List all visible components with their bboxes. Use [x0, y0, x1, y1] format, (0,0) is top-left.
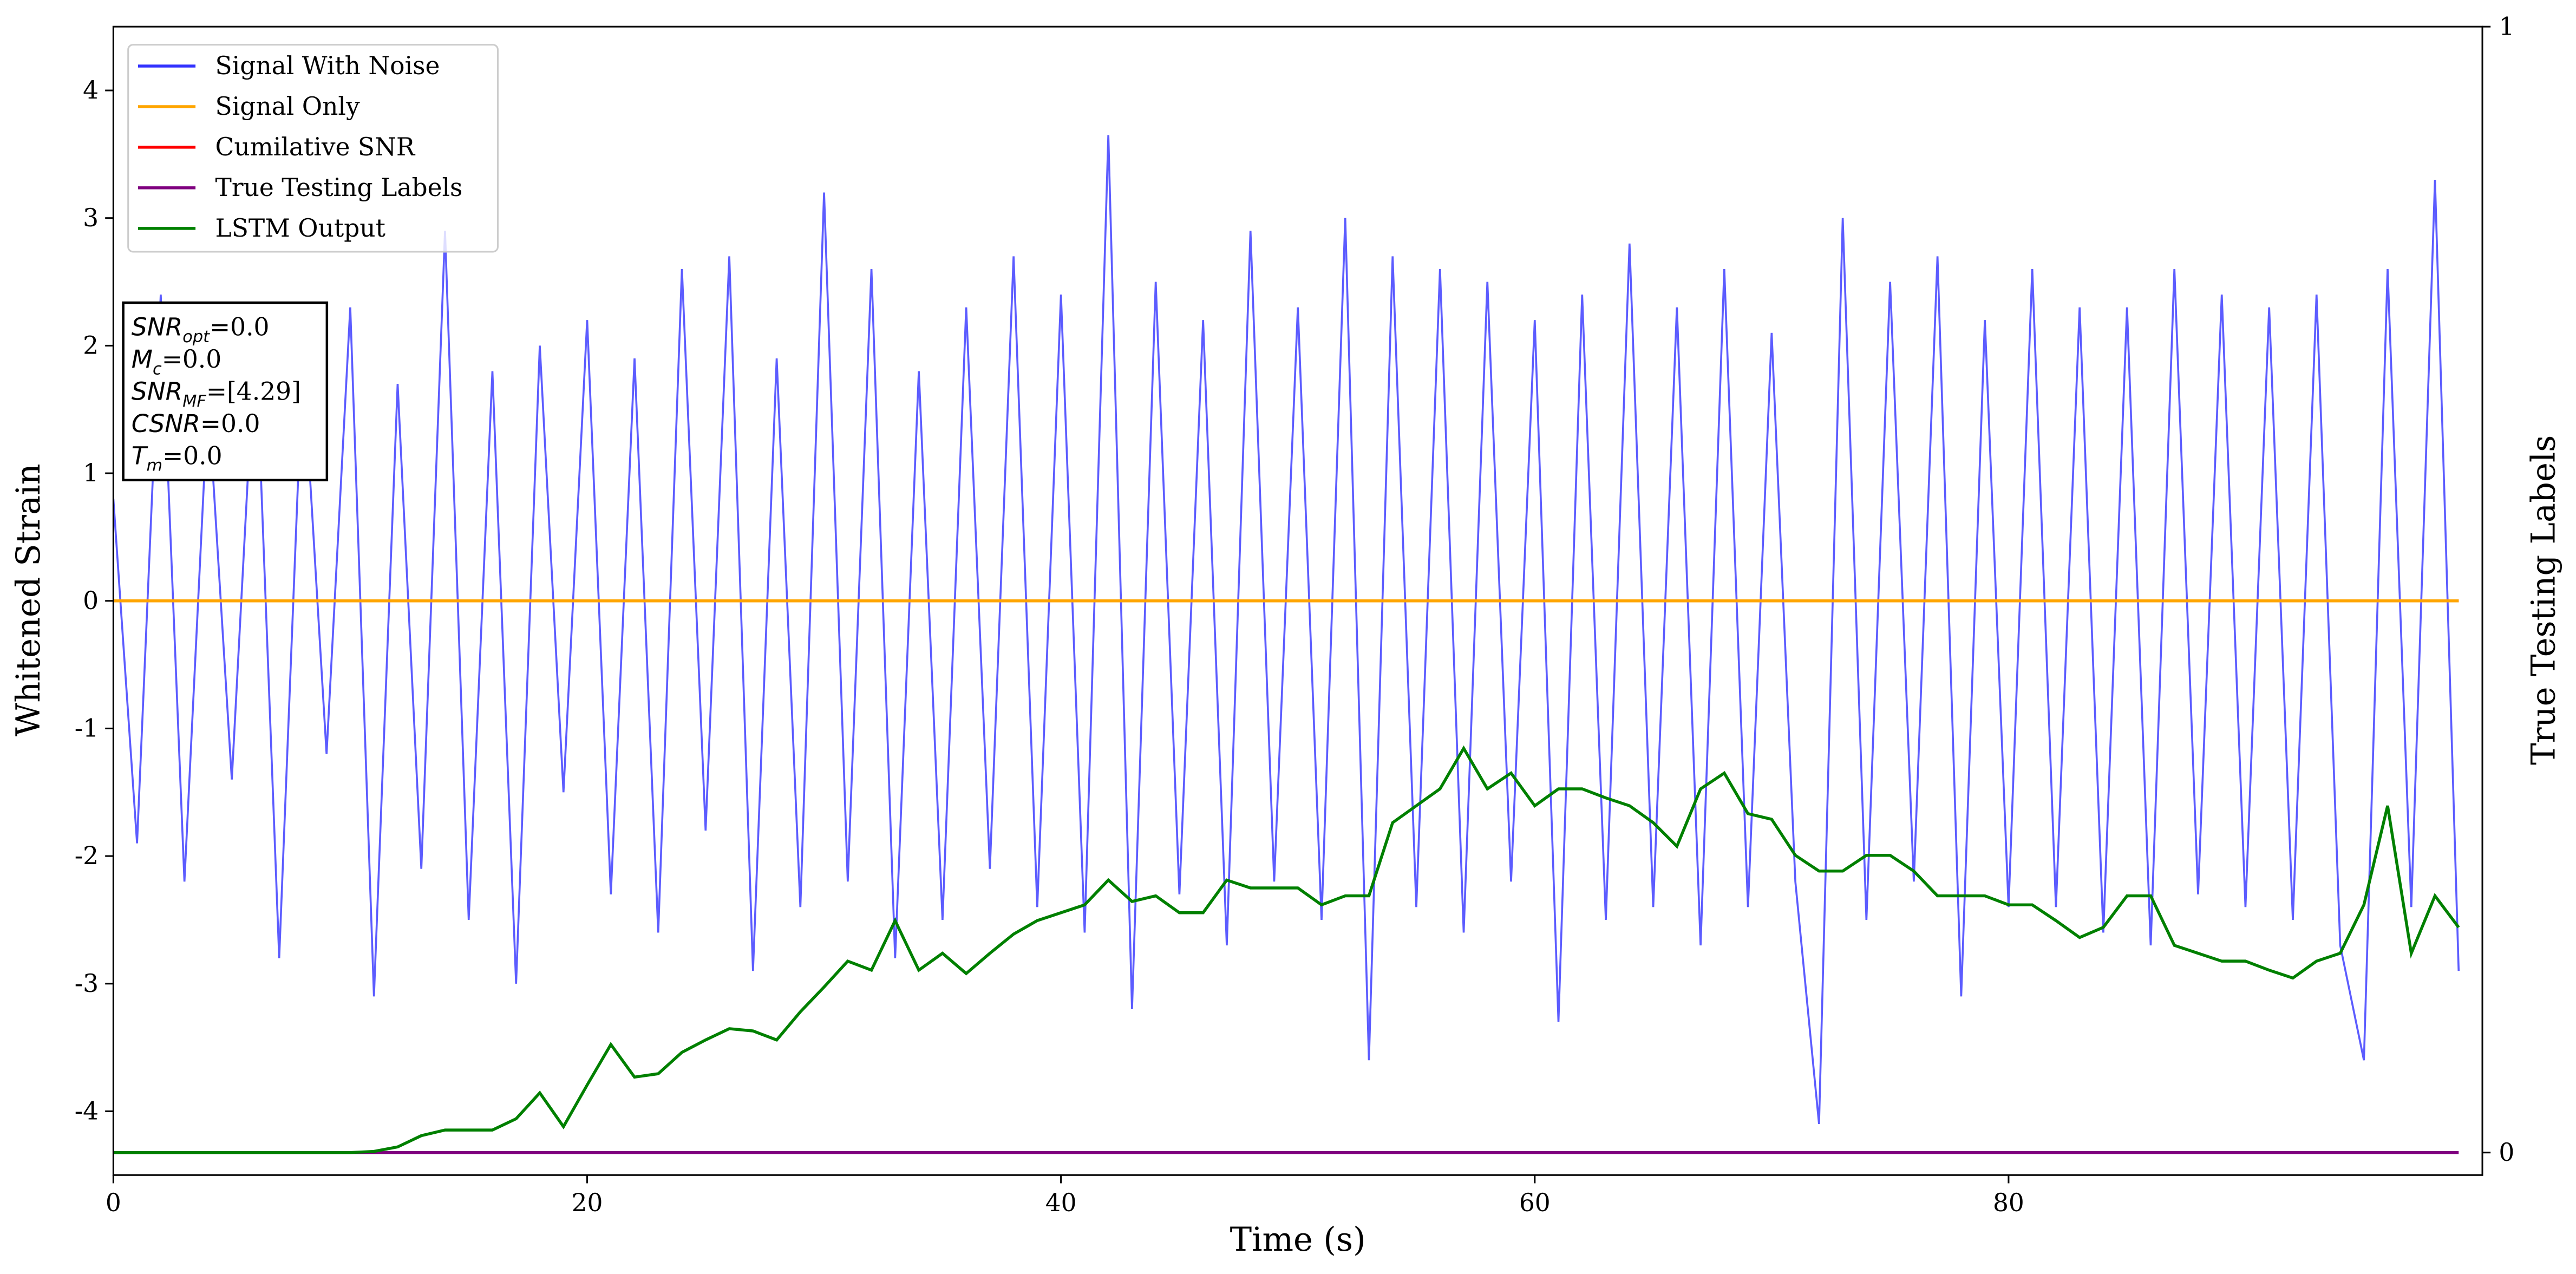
annotation-subscript: m: [147, 456, 163, 475]
x-tick-label: 20: [572, 1188, 603, 1217]
annotation-symbol: CSNR: [132, 409, 200, 438]
x-tick-label: 80: [1993, 1188, 2024, 1217]
annotation: SNRMF=[4.29]: [132, 377, 301, 411]
annotation-subscript: MF: [182, 392, 206, 411]
y2-tick-label: 1: [2499, 12, 2514, 41]
annotation-symbol: M: [132, 345, 153, 374]
annotation-text: =0.0: [200, 409, 260, 438]
legend-label: Cumilative SNR: [215, 133, 416, 161]
legend-label: Signal With Noise: [215, 51, 440, 80]
x-tick-label: 40: [1045, 1188, 1077, 1217]
annotation: SNRopt=0.0: [132, 313, 270, 347]
annotation: CSNR=0.0: [132, 409, 260, 438]
annotation-subscript: opt: [182, 328, 210, 347]
series-line: [113, 135, 2460, 1125]
y-tick-label: 2: [83, 331, 99, 360]
y-tick-label: 4: [83, 76, 99, 104]
x-tick-label: 60: [1519, 1188, 1551, 1217]
y2-axis-label: True Testing Labels: [2525, 435, 2563, 765]
annotation-text: =0.0: [162, 345, 221, 374]
annotation-text: =0.0: [162, 442, 222, 471]
legend-box: [127, 44, 499, 253]
y-tick-label: -3: [75, 969, 99, 998]
annotation-symbol: SNR: [132, 313, 183, 342]
annotation: Tm=0.0: [132, 442, 223, 475]
annotation-text: =[4.29]: [206, 377, 301, 406]
y-tick-label: -2: [75, 841, 99, 870]
annotation-subscript: c: [153, 360, 162, 378]
y-tick-label: 1: [83, 459, 99, 487]
y-tick-label: 0: [83, 586, 99, 615]
x-axis-label: Time (s): [1230, 1221, 1366, 1259]
plot-frame: [112, 25, 2483, 1176]
annotation: Mc=0.0: [132, 345, 221, 378]
y-tick-label: -4: [75, 1097, 99, 1126]
annotation-symbol: T: [132, 442, 148, 471]
annotation-box: [122, 301, 329, 481]
legend-label: LSTM Output: [215, 214, 385, 243]
legend-label: True Testing Labels: [215, 173, 463, 202]
y2-tick-label: 0: [2499, 1138, 2514, 1167]
series-line: [113, 745, 2460, 1154]
y-tick-label: 3: [83, 204, 99, 232]
annotation-symbol: SNR: [132, 377, 183, 406]
annotation-text: =0.0: [210, 313, 269, 342]
x-tick-label: 0: [106, 1188, 121, 1217]
y-axis-label: Whitened Strain: [10, 463, 48, 736]
legend-label: Signal Only: [215, 92, 360, 121]
y-tick-label: -1: [75, 714, 99, 743]
